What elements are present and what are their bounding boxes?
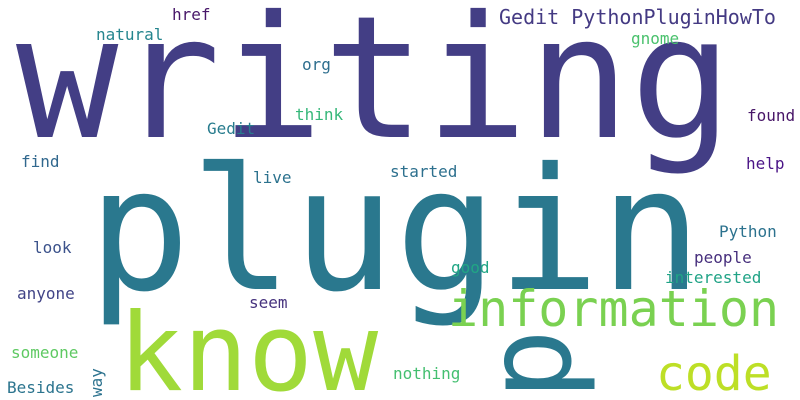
word-people: people <box>694 248 752 267</box>
word-interested: interested <box>665 268 762 287</box>
word-besides: Besides <box>7 378 75 397</box>
word-look: look <box>33 238 72 257</box>
word-gedit-pythonpluginhowto: Gedit PythonPluginHowTo <box>499 5 776 29</box>
word-found: found <box>747 106 796 125</box>
word-org: org <box>302 55 331 74</box>
word-think: think <box>295 105 344 124</box>
word-p: p <box>460 328 598 400</box>
word-anyone: anyone <box>17 284 75 303</box>
word-good: good <box>451 258 490 277</box>
word-someone: someone <box>11 343 79 362</box>
word-find: find <box>21 152 60 171</box>
word-natural: natural <box>96 25 164 44</box>
word-writing: writing <box>16 0 733 178</box>
word-code: code <box>656 346 772 400</box>
word-help: help <box>746 154 785 173</box>
word-live: live <box>253 168 292 187</box>
word-href: href <box>172 5 211 24</box>
word-nothing: nothing <box>393 364 461 383</box>
word-gnome: gnome <box>631 29 680 48</box>
word-information: information <box>448 280 780 338</box>
word-python: Python <box>719 222 777 241</box>
word-plugin: plugin <box>88 132 703 330</box>
word-way: way <box>87 368 106 397</box>
word-started: started <box>390 162 458 181</box>
word-know: know <box>118 291 379 400</box>
word-seem: seem <box>249 293 288 312</box>
word-gedit: Gedit <box>207 119 256 138</box>
